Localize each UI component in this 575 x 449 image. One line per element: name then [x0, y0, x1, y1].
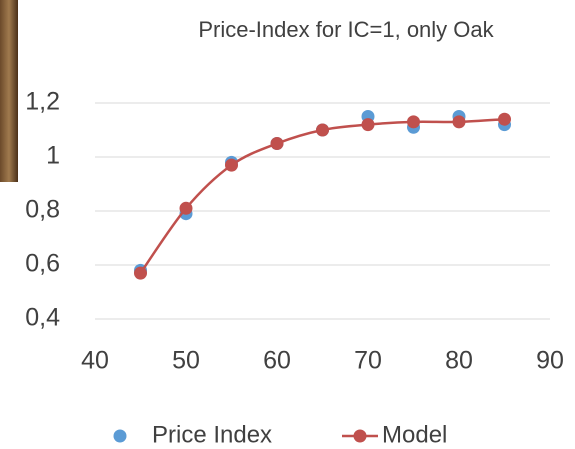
y-tick-label: 0,8 [25, 196, 60, 224]
model-marker [498, 113, 511, 126]
y-tick-label: 1,2 [25, 88, 60, 116]
model-marker [134, 267, 147, 280]
x-tick-label: 80 [445, 347, 473, 375]
y-tick-label: 1 [46, 142, 60, 170]
x-tick-label: 70 [354, 347, 382, 375]
model-marker [180, 202, 193, 215]
x-tick-label: 40 [81, 347, 109, 375]
model-marker [271, 137, 284, 150]
model-marker [453, 115, 466, 128]
x-tick-label: 60 [263, 347, 291, 375]
x-tick-label: 90 [536, 347, 564, 375]
model-marker [362, 118, 375, 131]
y-tick-label: 0,6 [25, 250, 60, 278]
x-tick-label: 50 [172, 347, 200, 375]
model-marker [407, 115, 420, 128]
legend-label: Price Index [152, 421, 272, 448]
legend-marker [354, 430, 367, 443]
legend-marker [114, 430, 127, 443]
model-marker [316, 124, 329, 137]
y-tick-label: 0,4 [25, 304, 60, 332]
model-marker [225, 159, 238, 172]
model-line [141, 119, 505, 273]
chart-title: Price-Index for IC=1, only Oak [198, 17, 494, 42]
legend-label: Model [382, 421, 447, 448]
chart: Price-Index for IC=1, only Oak 0,4 0,6 0,8… [0, 0, 575, 449]
photo-fragment [0, 0, 18, 182]
